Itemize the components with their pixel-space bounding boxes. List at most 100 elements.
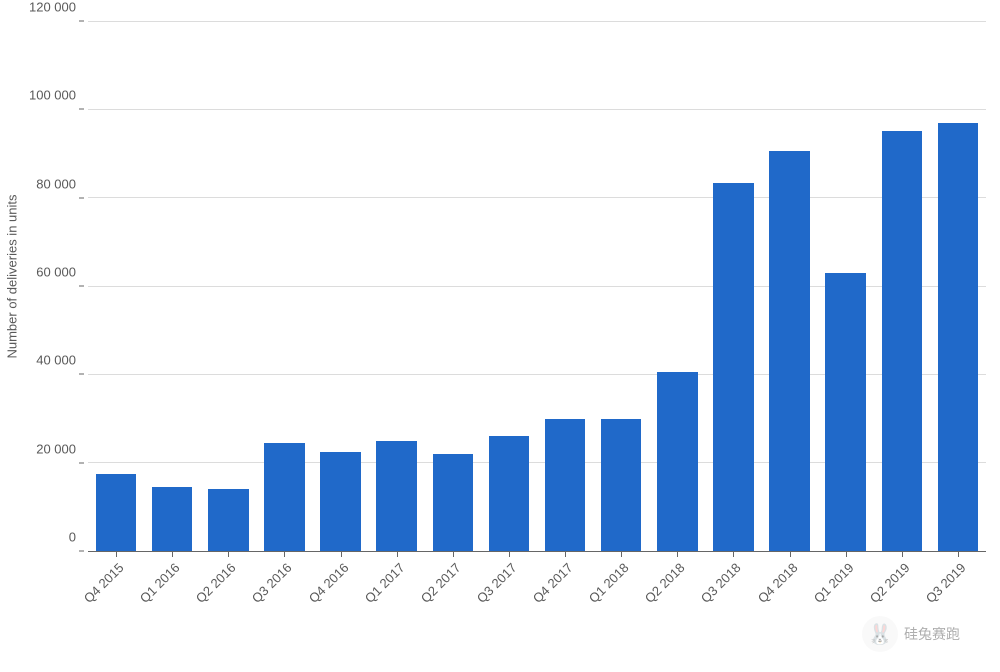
bar-slot (649, 22, 705, 551)
x-tick-mark (677, 552, 678, 557)
x-tick-mark (621, 552, 622, 557)
x-tick-label: Q4 2015 (81, 560, 127, 606)
x-tick-slot: Q3 2018 (705, 552, 761, 672)
x-tick-slot: Q4 2018 (762, 552, 818, 672)
x-tick-label: Q2 2016 (193, 560, 239, 606)
y-tick-label: 20 000 (36, 441, 76, 456)
bar (152, 487, 192, 551)
x-tick-label: Q3 2017 (474, 560, 520, 606)
x-tick-label: Q1 2016 (137, 560, 183, 606)
bar (264, 443, 304, 551)
x-tick-mark (846, 552, 847, 557)
x-tick-slot: Q1 2017 (369, 552, 425, 672)
x-tick-slot: Q2 2017 (425, 552, 481, 672)
x-tick-label: Q2 2018 (642, 560, 688, 606)
rabbit-icon: 🐰 (862, 616, 898, 652)
bar-slot (200, 22, 256, 551)
x-tick-slot: Q3 2019 (930, 552, 986, 672)
bar (713, 183, 753, 551)
x-tick-mark (397, 552, 398, 557)
x-tick-label: Q4 2017 (530, 560, 576, 606)
x-tick-mark (116, 552, 117, 557)
x-tick-label: Q1 2017 (361, 560, 407, 606)
bar-slot (593, 22, 649, 551)
y-tick-mark (79, 462, 84, 463)
bar-slot (762, 22, 818, 551)
x-tick-slot: Q4 2015 (88, 552, 144, 672)
bar (96, 474, 136, 551)
y-axis-label: Number of deliveries in units (2, 0, 22, 552)
x-tick-slot: Q3 2016 (256, 552, 312, 672)
y-tick-label: 40 000 (36, 353, 76, 368)
y-tick-mark (79, 286, 84, 287)
bar (376, 441, 416, 551)
x-tick-mark (341, 552, 342, 557)
x-tick-slot: Q3 2017 (481, 552, 537, 672)
x-tick-label: Q2 2019 (867, 560, 913, 606)
x-tick-mark (790, 552, 791, 557)
y-tick-label: 80 000 (36, 176, 76, 191)
x-tick-mark (733, 552, 734, 557)
plot-area (88, 22, 986, 552)
bar-slot (313, 22, 369, 551)
y-tick-label: 0 (69, 530, 76, 545)
x-tick-mark (453, 552, 454, 557)
x-tick-slot: Q2 2016 (200, 552, 256, 672)
x-tick-slot: Q2 2018 (649, 552, 705, 672)
y-tick-mark (79, 374, 84, 375)
y-axis-label-text: Number of deliveries in units (5, 194, 20, 358)
watermark: 🐰 硅兔赛跑 (862, 616, 960, 652)
bar-slot (930, 22, 986, 551)
x-tick-slot: Q1 2019 (818, 552, 874, 672)
x-tick-label: Q3 2016 (249, 560, 295, 606)
bar-slot (425, 22, 481, 551)
bar-slot (369, 22, 425, 551)
x-tick-label: Q4 2016 (305, 560, 351, 606)
y-tick-mark (79, 197, 84, 198)
x-axis-ticks: Q4 2015Q1 2016Q2 2016Q3 2016Q4 2016Q1 20… (88, 552, 986, 672)
bar (769, 151, 809, 551)
bar (882, 131, 922, 551)
x-tick-slot: Q1 2018 (593, 552, 649, 672)
x-tick-label: Q1 2019 (810, 560, 856, 606)
x-tick-slot: Q4 2016 (313, 552, 369, 672)
y-tick-label: 100 000 (29, 88, 76, 103)
bar-slot (818, 22, 874, 551)
bar-slot (481, 22, 537, 551)
x-tick-label: Q3 2018 (698, 560, 744, 606)
x-tick-mark (228, 552, 229, 557)
x-tick-label: Q2 2017 (418, 560, 464, 606)
y-tick-mark (79, 21, 84, 22)
bar (489, 436, 529, 551)
x-tick-slot: Q4 2017 (537, 552, 593, 672)
y-tick-mark (79, 109, 84, 110)
x-tick-label: Q3 2019 (923, 560, 969, 606)
bar-slot (88, 22, 144, 551)
x-tick-mark (902, 552, 903, 557)
bar (320, 452, 360, 551)
watermark-text: 硅兔赛跑 (904, 624, 960, 644)
chart-container: Number of deliveries in units 0 20 000 40 … (0, 0, 1000, 672)
bar (657, 372, 697, 551)
bar-slot (537, 22, 593, 551)
x-tick-slot: Q1 2016 (144, 552, 200, 672)
x-tick-mark (509, 552, 510, 557)
bar-slot (705, 22, 761, 551)
bar-slot (256, 22, 312, 551)
x-tick-mark (172, 552, 173, 557)
x-tick-mark (565, 552, 566, 557)
y-tick-mark (79, 551, 84, 552)
y-axis-ticks: 020 00040 00060 00080 000100 000120 000 (26, 22, 84, 552)
x-tick-label: Q1 2018 (586, 560, 632, 606)
bar (938, 123, 978, 551)
x-tick-slot: Q2 2019 (874, 552, 930, 672)
y-tick-label: 120 000 (29, 0, 76, 15)
bar-slot (874, 22, 930, 551)
bar (208, 489, 248, 551)
bar (433, 454, 473, 551)
y-tick-label: 60 000 (36, 265, 76, 280)
bar (545, 419, 585, 551)
bar (601, 419, 641, 551)
bar (825, 273, 865, 551)
x-tick-label: Q4 2018 (754, 560, 800, 606)
